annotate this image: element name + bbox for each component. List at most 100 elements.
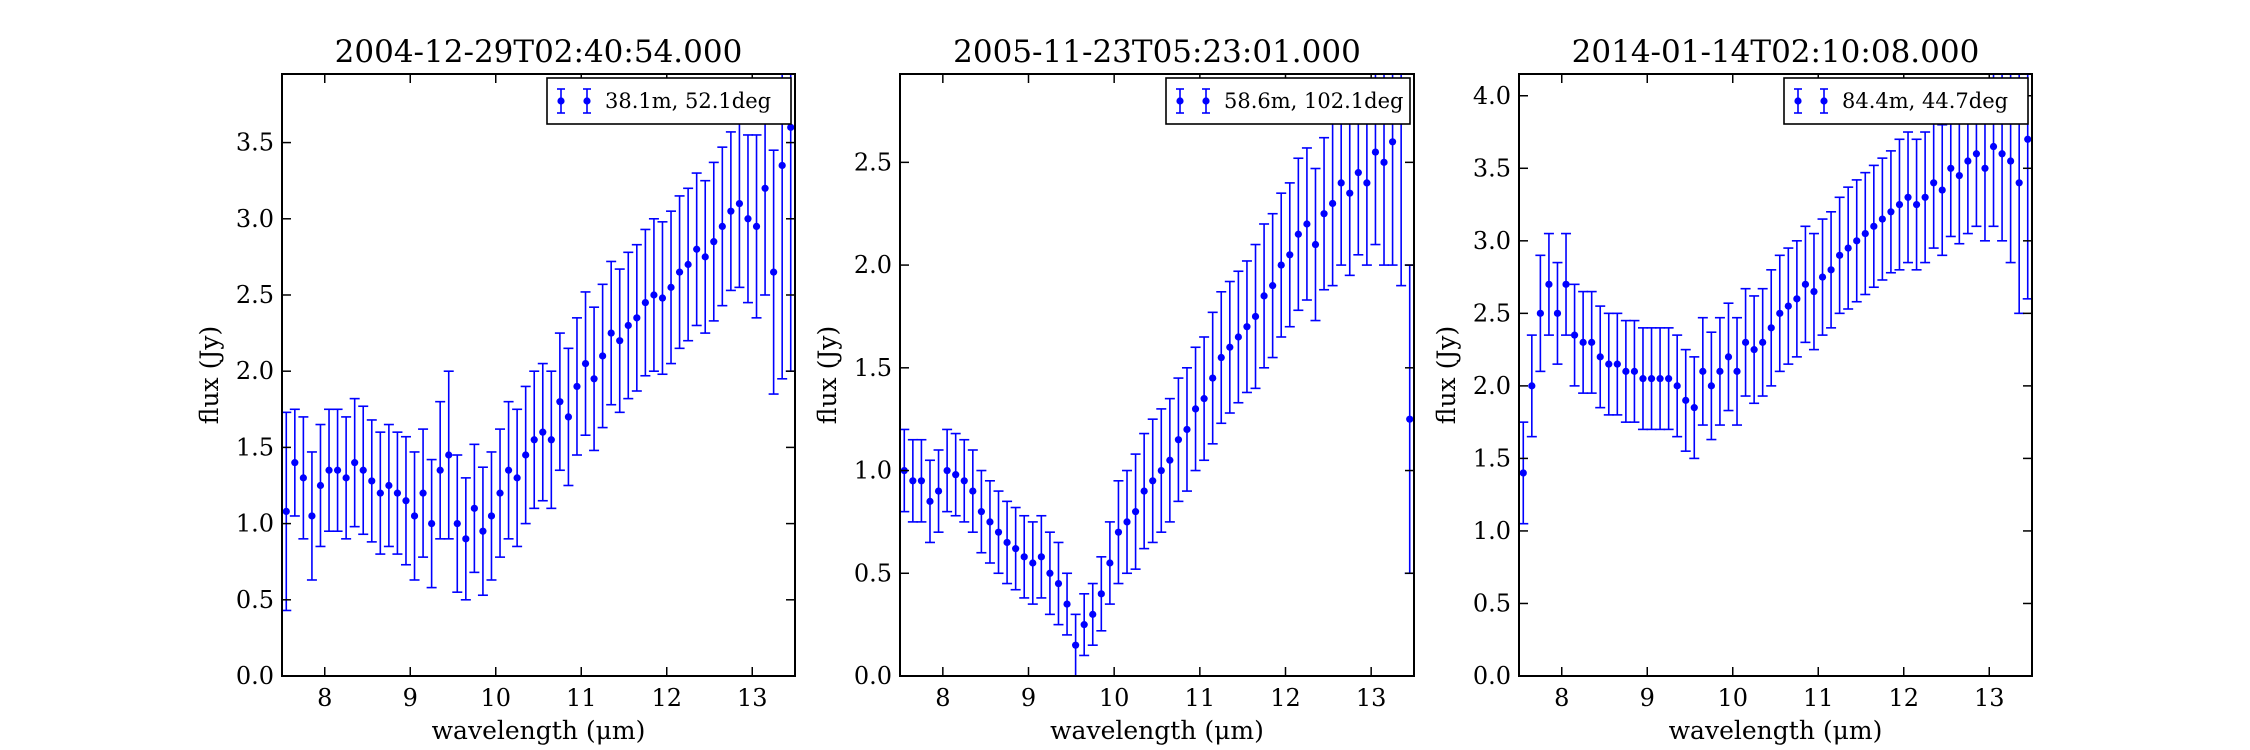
chart-panel-3: 8 9 10 11 12 13 0.0 0.5 1.0 1.5 2.0 2.5 3.0 3.5 4.0 201… [1432, 34, 2033, 745]
x-tick-label: 10 [1717, 684, 1748, 712]
x-tick-label: 8 [317, 684, 332, 712]
data-point [926, 497, 934, 505]
x-tick-label: 9 [1640, 684, 1655, 712]
series-1 [282, 74, 795, 612]
y-axis-label: flux (Jy) [813, 326, 842, 424]
data-point [2015, 179, 2023, 187]
x-tick-label: 13 [1356, 684, 1387, 712]
legend: 84.4m, 44.7deg [1783, 77, 2029, 125]
y-axis-label: flux (Jy) [1432, 326, 1461, 424]
data-point [359, 466, 367, 474]
data-point [1226, 343, 1234, 351]
data-point [333, 466, 342, 474]
data-point [994, 528, 1003, 536]
y-axis-label: flux (Jy) [195, 326, 224, 424]
data-point [1793, 295, 1801, 303]
y-tick-label: 0.0 [854, 662, 892, 690]
legend-label: 58.6m, 102.1deg [1224, 89, 1403, 113]
data-point [1964, 157, 1972, 165]
x-tick-label: 12 [651, 684, 682, 712]
data-point [1363, 179, 1371, 187]
data-point [1519, 469, 1527, 477]
y-tick-label: 0.5 [236, 586, 274, 614]
data-point [410, 512, 419, 520]
data-point [1054, 579, 1063, 588]
data-point [299, 474, 307, 482]
data-point [1251, 312, 1260, 321]
data-point [1329, 199, 1337, 208]
data-point [1733, 367, 1741, 375]
data-point [761, 184, 769, 192]
data-point [393, 489, 402, 497]
data-point [1191, 405, 1200, 413]
x-tick-label: 8 [1554, 684, 1569, 712]
data-point [1716, 367, 1724, 375]
data-point [385, 481, 393, 490]
data-point [1388, 138, 1397, 146]
data-point [599, 352, 607, 360]
x-tick-label: 8 [935, 684, 950, 712]
data-point [616, 337, 624, 345]
data-point [1741, 338, 1750, 346]
data-point [1750, 346, 1758, 354]
data-point [2007, 157, 2015, 165]
data-point [1174, 436, 1183, 444]
data-point [1887, 208, 1895, 216]
data-point [1346, 189, 1354, 197]
data-point [1630, 367, 1639, 375]
data-point [1536, 309, 1544, 317]
axes-frame [1518, 73, 2033, 677]
y-tick-label: 1.5 [236, 433, 274, 461]
data-point [1981, 164, 1989, 172]
y-tick-label: 2.0 [236, 357, 274, 385]
data-point [1776, 309, 1784, 317]
y-tick-label: 0.0 [236, 662, 274, 690]
series-3 [1519, 74, 2032, 525]
data-point [1217, 353, 1225, 362]
data-point [917, 477, 926, 485]
x-tick-label: 9 [403, 684, 418, 712]
data-point [376, 489, 384, 497]
data-point [1622, 367, 1630, 375]
x-tick-label: 13 [1974, 684, 2005, 712]
data-point [934, 487, 943, 495]
data-point [1234, 333, 1242, 341]
data-point [1707, 382, 1715, 390]
data-point [960, 477, 968, 485]
data-point [778, 161, 786, 170]
data-point [1260, 292, 1268, 300]
data-point [969, 487, 977, 495]
x-tick-label: 12 [1888, 684, 1919, 712]
data-point [1767, 324, 1775, 332]
data-point [1647, 375, 1656, 383]
data-point [735, 199, 744, 208]
data-point [1371, 148, 1380, 156]
data-point [1759, 338, 1767, 346]
data-point [1337, 179, 1345, 187]
x-tick-label: 12 [1270, 684, 1301, 712]
data-point [1097, 590, 1105, 598]
data-point [752, 222, 761, 231]
data-point [342, 474, 350, 482]
data-point [581, 359, 590, 368]
data-point [462, 535, 470, 543]
x-tick-label: 9 [1021, 684, 1036, 712]
data-point [650, 291, 658, 299]
y-tick-label: 4.0 [1473, 82, 1511, 110]
data-point [1311, 240, 1320, 249]
data-point [547, 436, 555, 444]
data-point [787, 123, 795, 131]
legend-marker [1820, 97, 1828, 105]
data-point [1947, 164, 1955, 172]
data-point [1836, 251, 1844, 259]
data-point [1114, 528, 1123, 536]
y-tick-label: 2.5 [854, 148, 892, 176]
data-point [1131, 508, 1140, 516]
data-point [1682, 396, 1690, 404]
data-point [419, 489, 427, 497]
data-point [522, 451, 530, 459]
data-point [1724, 353, 1733, 361]
y-tick-label: 2.0 [1473, 372, 1511, 400]
data-point [1784, 302, 1792, 310]
